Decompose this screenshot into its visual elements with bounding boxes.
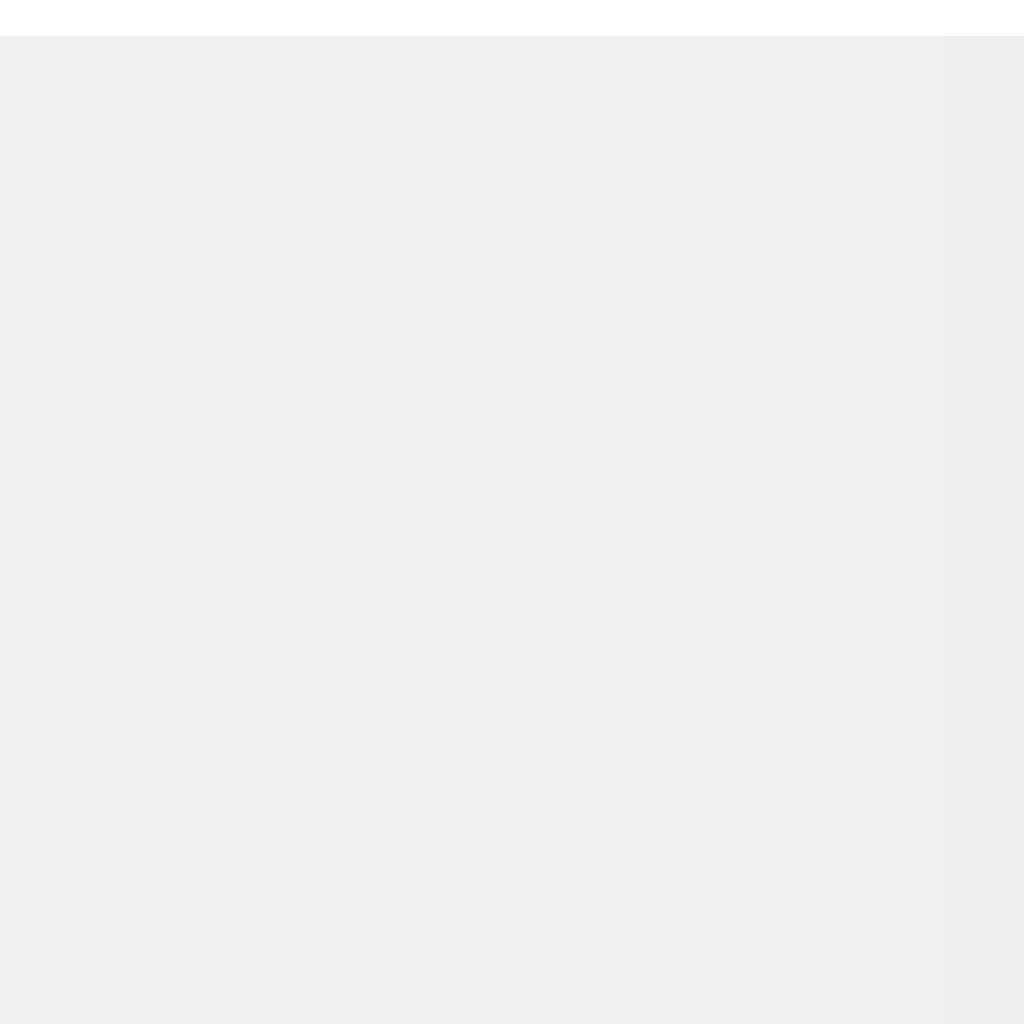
- metrics-header: [0, 0, 1024, 36]
- legend-colorbar: [941, 36, 1024, 1024]
